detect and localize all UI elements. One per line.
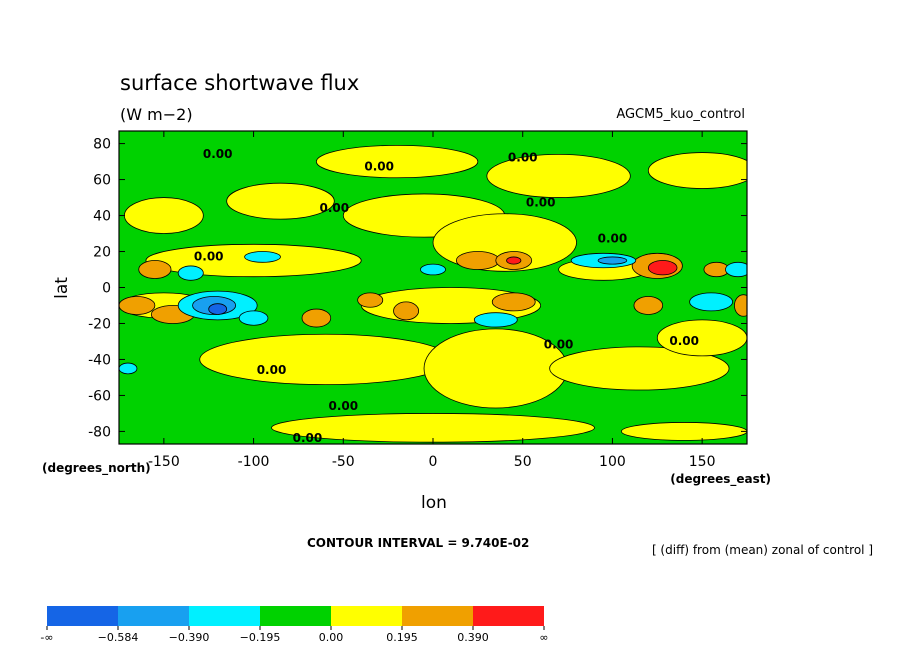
colorbar-label: 0.195 <box>386 631 418 644</box>
x-tick-label: -100 <box>238 454 270 470</box>
y-tick-label: -20 <box>88 316 111 332</box>
contour-region-high <box>491 292 536 312</box>
contour-region-highest <box>506 256 522 265</box>
colorbar-swatch <box>260 606 331 626</box>
colorbar-label: 0.390 <box>457 631 489 644</box>
contour-region-high <box>138 260 172 279</box>
colorbar-label: -∞ <box>40 631 53 644</box>
x-tick-label: 100 <box>599 454 626 470</box>
contour-region-lowest <box>208 303 228 315</box>
contour-label: 0.00 <box>328 399 358 413</box>
contour-region-positive <box>486 153 631 198</box>
contour-label: 0.00 <box>544 338 574 352</box>
contour-region-lower <box>597 256 628 265</box>
y-axis: 80 60 40 20 0 -20 -40 -60 -80 <box>88 137 747 440</box>
colorbar-swatch <box>189 606 260 626</box>
contour-region-high <box>455 251 500 270</box>
contour-region-positive <box>549 346 730 391</box>
contour-region-low <box>725 261 747 278</box>
contour-region-positive <box>656 319 747 357</box>
contour-region-positive <box>621 422 747 441</box>
contour-region-positive <box>315 144 479 179</box>
contour-region-high <box>633 296 664 315</box>
y-tick-label: -60 <box>88 388 111 404</box>
x-tick-label: -50 <box>332 454 355 470</box>
y-axis-label: lat <box>52 277 72 299</box>
contour-region-high <box>357 292 384 308</box>
units-label: (W m−2) <box>120 105 193 124</box>
contour-label: 0.00 <box>320 201 350 215</box>
y-tick-label: 40 <box>93 209 111 225</box>
contour-region-low <box>238 310 269 326</box>
contour-label: 0.00 <box>598 232 628 246</box>
colorbar-label: ∞ <box>539 631 548 644</box>
colorbar-swatch <box>47 606 118 626</box>
x-unit-label: (degrees_east) <box>670 472 771 487</box>
contour-region-high <box>119 296 156 315</box>
y-tick-label: 60 <box>93 173 111 189</box>
y-tick-label: 0 <box>102 281 111 297</box>
colorbar-swatch <box>118 606 189 626</box>
contour-region-high <box>301 308 332 328</box>
contour-region-highest <box>647 260 678 276</box>
contour-label: 0.00 <box>526 196 556 210</box>
contour-region-low <box>119 362 138 375</box>
x-axis-label: lon <box>421 493 447 513</box>
x-tick-label: 150 <box>689 454 716 470</box>
contour-region-low <box>177 265 204 281</box>
y-unit-label: (degrees_north) <box>42 461 151 476</box>
contour-region-high <box>734 294 747 317</box>
chart-title: surface shortwave flux <box>120 71 359 95</box>
x-axis: -150 -100 -50 0 50 100 150 <box>148 131 716 470</box>
contour-region-positive <box>647 152 747 189</box>
y-tick-label: 20 <box>93 245 111 261</box>
contour-label: 0.00 <box>508 151 538 165</box>
contour-region-low <box>244 251 281 263</box>
colorbar-label: 0.00 <box>319 631 344 644</box>
diff-note: [ (diff) from (mean) zonal of control ] <box>652 543 873 557</box>
contour-labels: 0.00 0.00 0.00 0.00 0.00 0.00 0.00 0.00 0.00 0.00… <box>194 147 699 445</box>
contour-region-high <box>393 301 420 321</box>
colorbar-swatch <box>402 606 473 626</box>
contour-region-positive <box>123 197 204 234</box>
contour-region-positive <box>199 333 452 386</box>
colorbar: -∞ −0.584 −0.390 −0.195 0.00 0.195 0.390 ∞ <box>40 606 549 644</box>
contour-fill-regions <box>119 144 747 443</box>
colorbar-swatch <box>331 606 402 626</box>
x-tick-label: 50 <box>514 454 532 470</box>
y-tick-label: -80 <box>88 424 111 440</box>
x-tick-label: 0 <box>429 454 438 470</box>
plot-area: 0.00 0.00 0.00 0.00 0.00 0.00 0.00 0.00 0.00 0.00… <box>119 131 747 445</box>
colorbar-label: −0.584 <box>98 631 139 644</box>
contour-label: 0.00 <box>257 363 287 377</box>
contour-region-low <box>473 312 518 328</box>
contour-region-low <box>420 263 446 276</box>
contour-label: 0.00 <box>293 431 323 445</box>
contour-region-positive <box>226 182 335 220</box>
x-tick-label: -150 <box>148 454 180 470</box>
colorbar-swatch <box>473 606 544 626</box>
y-tick-label: 80 <box>93 137 111 153</box>
colorbar-label: −0.390 <box>169 631 210 644</box>
contour-region-low <box>689 292 734 312</box>
y-tick-label: -40 <box>88 352 111 368</box>
run-name-label: AGCM5_kuo_control <box>616 107 745 122</box>
contour-label: 0.00 <box>669 334 699 348</box>
colorbar-label: −0.195 <box>240 631 281 644</box>
contour-label: 0.00 <box>194 250 224 264</box>
contour-label: 0.00 <box>203 147 233 161</box>
contour-label: 0.00 <box>364 160 394 174</box>
contour-interval-text: CONTOUR INTERVAL = 9.740E-02 <box>307 536 529 550</box>
